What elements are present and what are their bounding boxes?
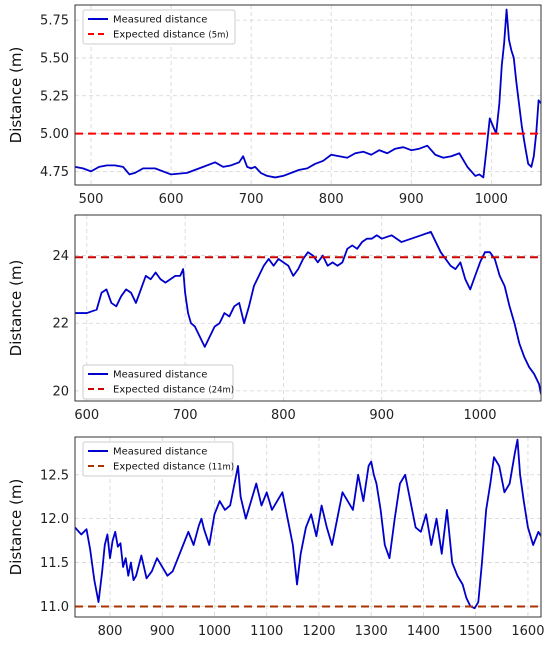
x-tick-label: 1000 xyxy=(198,624,231,639)
x-tick-label: 1100 xyxy=(250,624,283,639)
x-tick-label: 600 xyxy=(74,408,99,423)
plot-frame xyxy=(74,214,542,402)
measured-distance-line xyxy=(75,8,541,179)
x-tick-label: 1500 xyxy=(459,624,492,639)
x-tick-label: 1200 xyxy=(302,624,335,639)
x-tick-label: 500 xyxy=(79,192,104,207)
y-tick-label: 4.75 xyxy=(40,165,69,180)
y-tick-label: 5.00 xyxy=(40,127,69,142)
y-tick-label: 22 xyxy=(52,317,69,332)
plot-frame xyxy=(74,436,542,618)
legend-measured-label: Measured distance xyxy=(113,15,207,26)
y-tick-label: 12.5 xyxy=(40,468,69,483)
y-tick-label: 5.25 xyxy=(40,89,69,104)
y-axis-label: Distance (m) xyxy=(7,260,25,357)
x-tick-label: 900 xyxy=(369,408,394,423)
legend-box xyxy=(82,9,236,45)
y-tick-label: 11.5 xyxy=(40,556,69,571)
legend-box xyxy=(82,364,234,400)
x-tick-label: 700 xyxy=(173,408,198,423)
legend-expected-note: (5m) xyxy=(208,31,228,41)
x-tick-label: 700 xyxy=(239,192,264,207)
x-tick-label: 1000 xyxy=(475,192,508,207)
x-tick-label: 600 xyxy=(159,192,184,207)
measured-distance-line xyxy=(75,231,541,395)
plot-frame xyxy=(74,4,542,186)
legend-expected-note: (24m) xyxy=(208,386,234,396)
x-tick-label: 800 xyxy=(271,408,296,423)
y-axis-label: Distance (m) xyxy=(7,47,25,144)
y-tick-label: 12.0 xyxy=(40,512,69,527)
x-tick-label: 1000 xyxy=(463,408,496,423)
x-tick-label: 1600 xyxy=(511,624,544,639)
legend-expected-label: Expected distance (24m) xyxy=(113,385,234,396)
legend-expected-label: Expected distance (5m) xyxy=(113,30,229,41)
x-tick-label: 1400 xyxy=(407,624,440,639)
legend-expected-note: (11m) xyxy=(208,463,234,473)
chart-panel-1: 500 600 700 800 900 1000 4.75 5.00 5.25 5.50 5.75 D… xyxy=(7,4,542,207)
x-tick-label: 900 xyxy=(399,192,424,207)
x-tick-label: 1300 xyxy=(355,624,388,639)
chart-panel-3: 800 900 1000 1100 1200 1300 1400 1500 1600 11.0 11… xyxy=(7,436,544,639)
legend-measured-label: Measured distance xyxy=(113,370,207,381)
chart-panel-2: 600 700 800 900 1000 20 22 24 Distance (m) Measur… xyxy=(7,214,542,423)
legend-box xyxy=(82,441,234,477)
x-tick-label: 900 xyxy=(150,624,175,639)
x-tick-label: 800 xyxy=(98,624,123,639)
legend-measured-label: Measured distance xyxy=(113,447,207,458)
y-tick-label: 5.50 xyxy=(40,51,69,66)
y-tick-label: 24 xyxy=(52,249,69,264)
y-tick-label: 20 xyxy=(52,384,69,399)
x-tick-label: 800 xyxy=(319,192,344,207)
legend-expected-label: Expected distance (11m) xyxy=(113,462,234,473)
y-axis-label: Distance (m) xyxy=(7,479,25,576)
y-tick-label: 5.75 xyxy=(40,14,69,29)
measured-distance-line xyxy=(75,438,541,610)
y-tick-label: 11.0 xyxy=(40,600,69,615)
